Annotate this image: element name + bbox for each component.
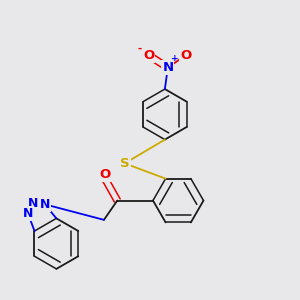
Text: N: N [40, 198, 50, 211]
Text: -: - [137, 44, 142, 54]
Text: N: N [28, 197, 39, 211]
Text: N: N [162, 61, 173, 74]
Text: O: O [180, 49, 191, 62]
Text: S: S [120, 157, 130, 170]
Text: +: + [171, 54, 178, 63]
Text: N: N [23, 207, 33, 220]
Text: O: O [143, 49, 154, 62]
Text: O: O [99, 168, 110, 181]
